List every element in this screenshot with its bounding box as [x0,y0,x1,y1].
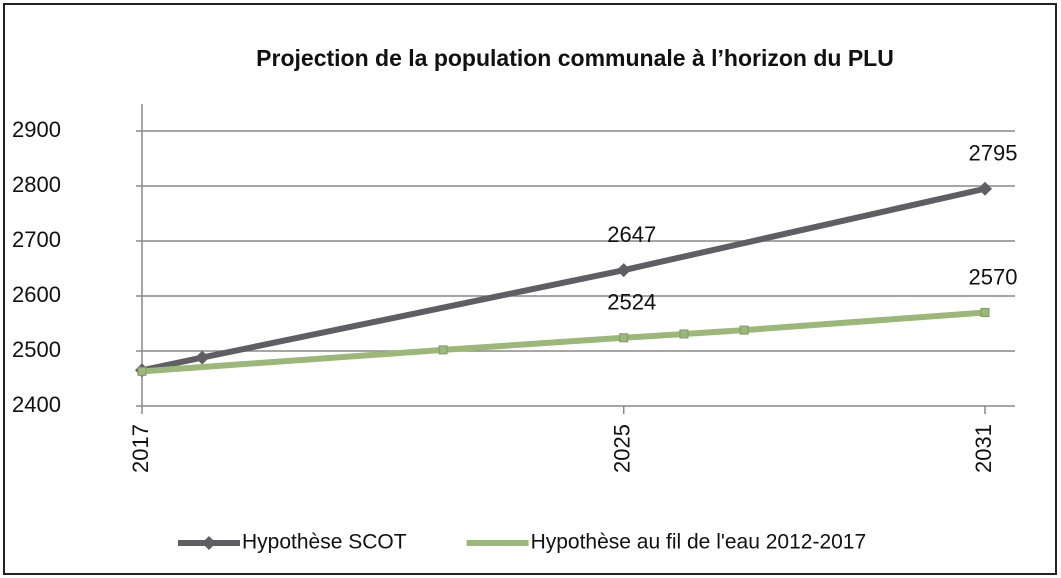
data-label: 2795 [969,141,1018,166]
y-tick-label: 2500 [12,337,61,362]
x-tick-label: 2031 [971,424,996,473]
x-tick-label: 2017 [128,424,153,473]
series-line [141,185,986,374]
marker [679,329,689,339]
data-label: 2647 [607,222,656,247]
legend-label: Hypothèse au fil de l'eau 2012-2017 [531,531,867,554]
legend-marker [202,536,216,550]
marker [137,366,147,376]
chart-title: Projection de la population communale à … [256,45,894,71]
marker [438,345,448,355]
marker [195,350,210,365]
data-label: 2524 [607,290,656,315]
legend-label: Hypothèse SCOT [242,531,407,554]
y-tick-label: 2600 [12,282,61,307]
data-label: 2570 [969,264,1018,289]
y-tick-label: 2800 [12,172,61,197]
marker [978,181,992,196]
marker [739,325,749,335]
series-line [141,309,986,375]
y-tick-label: 2400 [12,392,61,417]
x-tick-label: 2025 [610,424,635,473]
y-tick-label: 2900 [12,117,61,142]
y-tick-label: 2700 [12,227,61,252]
marker [980,308,990,317]
marker [616,263,631,278]
marker [619,333,629,343]
